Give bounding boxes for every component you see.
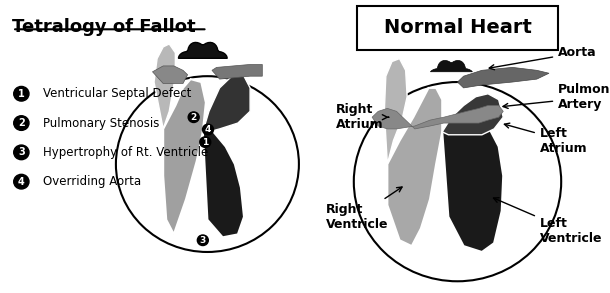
Polygon shape <box>442 94 503 135</box>
Text: Left
Ventricle: Left Ventricle <box>493 198 602 246</box>
Text: Overriding Aorta: Overriding Aorta <box>43 175 141 188</box>
Text: 3: 3 <box>199 236 206 245</box>
Text: 4: 4 <box>205 125 211 134</box>
Polygon shape <box>163 79 206 234</box>
Polygon shape <box>442 117 503 252</box>
Circle shape <box>354 82 561 281</box>
Text: Aorta: Aorta <box>489 46 597 70</box>
Text: Pulmonary Stenosis: Pulmonary Stenosis <box>43 117 159 130</box>
Circle shape <box>200 137 211 147</box>
Polygon shape <box>203 132 244 237</box>
Text: Hypertrophy of Rt. Ventricle: Hypertrophy of Rt. Ventricle <box>43 146 208 159</box>
Polygon shape <box>178 42 228 58</box>
Polygon shape <box>203 76 250 132</box>
Circle shape <box>14 86 29 101</box>
Circle shape <box>116 76 299 252</box>
Polygon shape <box>372 105 503 129</box>
Text: 2: 2 <box>18 118 25 128</box>
Text: Ventricular Septal Defect: Ventricular Septal Defect <box>43 87 191 100</box>
Text: Pulmonary
Artery: Pulmonary Artery <box>503 83 610 111</box>
Circle shape <box>14 145 29 160</box>
Text: Left
Atrium: Left Atrium <box>504 123 587 155</box>
Text: 3: 3 <box>18 147 25 157</box>
Circle shape <box>188 112 199 122</box>
Text: Tetralogy of Fallot: Tetralogy of Fallot <box>12 18 196 35</box>
Text: Right
Ventricle: Right Ventricle <box>326 187 402 231</box>
Text: 1: 1 <box>18 89 25 99</box>
Polygon shape <box>458 67 549 88</box>
Circle shape <box>14 174 29 189</box>
Polygon shape <box>212 64 262 79</box>
Polygon shape <box>154 44 176 129</box>
Circle shape <box>203 124 214 135</box>
Text: 1: 1 <box>202 138 209 146</box>
Circle shape <box>14 116 29 130</box>
Text: Normal Heart: Normal Heart <box>384 18 531 37</box>
Circle shape <box>198 235 209 246</box>
Polygon shape <box>384 59 407 164</box>
FancyBboxPatch shape <box>357 6 558 50</box>
Polygon shape <box>387 88 442 246</box>
Text: Right
Atrium: Right Atrium <box>336 103 389 131</box>
Polygon shape <box>431 60 472 72</box>
Text: 2: 2 <box>190 113 197 122</box>
Text: 4: 4 <box>18 177 25 187</box>
Polygon shape <box>152 66 188 84</box>
